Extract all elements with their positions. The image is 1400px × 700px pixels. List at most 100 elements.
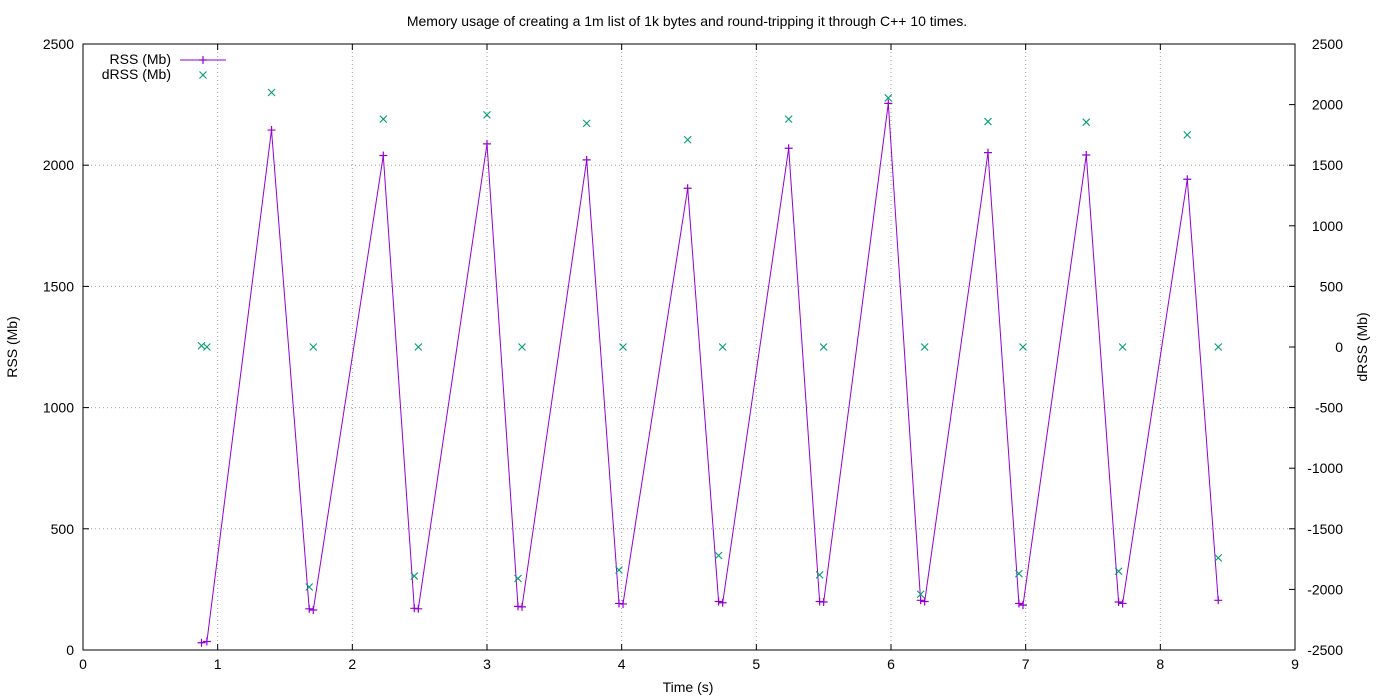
x-tick-label: 9 xyxy=(1291,656,1299,672)
y2-tick-label: 1000 xyxy=(1312,218,1343,234)
chart-title: Memory usage of creating a 1m list of 1k… xyxy=(407,13,967,29)
y2-tick-label: 1500 xyxy=(1312,157,1343,173)
rss-point xyxy=(305,604,314,613)
legend-marker-drss xyxy=(199,71,207,79)
rss-point xyxy=(920,597,929,606)
rss-point xyxy=(683,184,692,193)
y2-tick-label: 0 xyxy=(1335,339,1343,355)
rss-point xyxy=(714,597,723,606)
plot-border xyxy=(82,43,1296,651)
y-tick-label: 2000 xyxy=(43,157,74,173)
x-tick-label: 1 xyxy=(214,656,222,672)
drss-point xyxy=(619,343,627,351)
x-tick-label: 5 xyxy=(752,656,760,672)
rss-point xyxy=(718,598,727,607)
legend-label-rss: RSS (Mb) xyxy=(110,51,171,67)
y2-tick-label: 500 xyxy=(1320,278,1344,294)
drss-point xyxy=(1082,118,1091,127)
drss-point xyxy=(410,572,419,580)
x-tick-label: 7 xyxy=(1022,656,1030,672)
rss-point xyxy=(1214,596,1223,605)
drss-point xyxy=(784,115,793,124)
rss-point xyxy=(916,596,925,605)
axis-ticks: 0 1 2 3 4 5 6 7 8 9 0 500 1000 1500 2000 2500 -2500 -2000… xyxy=(43,36,1343,672)
legend-label-drss: dRSS (Mb) xyxy=(102,66,171,82)
drss-point xyxy=(1019,343,1027,351)
rss-point xyxy=(483,139,491,148)
y-tick-label: 1000 xyxy=(43,400,74,416)
rss-point xyxy=(884,99,893,108)
y-tick-label: 0 xyxy=(66,642,74,658)
drss-point xyxy=(1118,343,1127,351)
drss-point xyxy=(309,343,318,351)
rss-point xyxy=(267,126,276,135)
rss-point xyxy=(582,155,591,164)
rss-point xyxy=(1118,599,1127,608)
drss-point xyxy=(920,343,929,351)
drss-point xyxy=(1183,131,1192,139)
y2-tick-label: -1000 xyxy=(1307,460,1343,476)
legend-marker-rss xyxy=(199,56,207,64)
x-tick-label: 0 xyxy=(79,656,87,672)
drss-point xyxy=(203,343,211,351)
rss-point xyxy=(983,148,992,157)
rss-point xyxy=(197,638,206,647)
drss-point xyxy=(267,88,276,97)
rss-point xyxy=(379,151,388,160)
rss-point xyxy=(309,606,318,615)
drss-point xyxy=(819,343,828,351)
rss-point xyxy=(1183,175,1192,184)
drss-point xyxy=(984,117,992,126)
drss-point xyxy=(379,115,388,124)
y2-tick-label: -2500 xyxy=(1307,642,1343,658)
drss-point xyxy=(718,343,727,351)
drss-point xyxy=(916,590,925,599)
rss-point xyxy=(202,637,211,646)
drss-point xyxy=(714,551,723,560)
rss-point xyxy=(1114,598,1123,607)
series xyxy=(197,88,1223,647)
rss-point xyxy=(518,602,527,611)
rss-point xyxy=(619,599,628,608)
x-tick-label: 3 xyxy=(483,656,491,672)
drss-point xyxy=(1214,553,1223,562)
drss-point xyxy=(483,111,491,119)
y-tick-label: 2500 xyxy=(43,36,74,52)
x-tick-label: 6 xyxy=(887,656,895,672)
drss-point xyxy=(815,570,824,579)
rss-point xyxy=(1082,151,1091,160)
drss-point xyxy=(305,583,314,591)
y2-tick-label: -2000 xyxy=(1307,581,1343,597)
y2-tick-label: 2500 xyxy=(1312,36,1343,52)
rss-point xyxy=(819,598,828,607)
drss-point xyxy=(884,94,893,102)
x-tick-label: 4 xyxy=(618,656,626,672)
y2-axis-label: dRSS (Mb) xyxy=(1354,312,1370,381)
rss-line xyxy=(201,103,1219,644)
rss-point xyxy=(414,604,423,613)
drss-point xyxy=(615,566,623,574)
drss-point xyxy=(683,135,692,144)
rss-point xyxy=(1014,599,1023,608)
y-tick-label: 500 xyxy=(51,521,75,537)
drss-point xyxy=(514,574,522,583)
rss-point xyxy=(784,144,793,153)
y2-tick-label: -500 xyxy=(1315,400,1343,416)
legend: RSS (Mb)dRSS (Mb) xyxy=(102,51,226,82)
drss-point xyxy=(518,343,526,351)
drss-point xyxy=(1114,567,1123,576)
y-axis-label: RSS (Mb) xyxy=(4,316,20,377)
x-tick-label: 2 xyxy=(348,656,356,672)
drss-point xyxy=(582,119,591,128)
drss-point xyxy=(1214,343,1223,351)
drss-point xyxy=(414,343,423,351)
grid xyxy=(83,44,1295,650)
rss-point xyxy=(1018,601,1027,610)
y2-tick-label: 2000 xyxy=(1312,97,1343,113)
y2-tick-label: -1500 xyxy=(1307,521,1343,537)
x-axis-label: Time (s) xyxy=(663,679,714,695)
drss-point xyxy=(1015,569,1023,578)
x-tick-label: 8 xyxy=(1156,656,1164,672)
y-tick-label: 1500 xyxy=(43,278,74,294)
